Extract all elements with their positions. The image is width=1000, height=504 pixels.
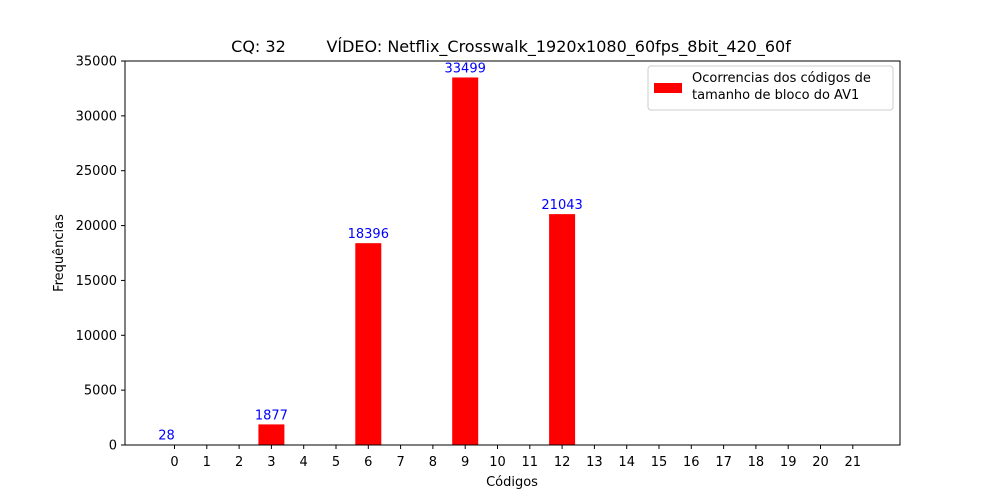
x-tick-label: 18 <box>748 455 765 470</box>
y-tick-label: 25000 <box>76 164 117 179</box>
x-tick-label: 8 <box>429 455 437 470</box>
x-tick-label: 10 <box>489 455 506 470</box>
x-tick-label: 6 <box>364 455 372 470</box>
x-tick-label: 13 <box>586 455 603 470</box>
chart-title: CQ: 32 VÍDEO: Netflix_Crosswalk_1920x108… <box>231 37 791 57</box>
x-axis-label: Códigos <box>486 475 538 490</box>
y-tick-label: 15000 <box>76 274 117 289</box>
y-axis-ticks: 0 5000 10000 15000 20000 25000 30000 35000 <box>76 55 125 454</box>
bar-6 <box>355 243 381 445</box>
x-tick-label: 12 <box>554 455 571 470</box>
x-tick-label: 7 <box>396 455 404 470</box>
y-tick-label: 35000 <box>76 55 117 70</box>
bar-9 <box>452 77 478 445</box>
y-tick-label: 5000 <box>84 384 117 399</box>
x-tick-label: 3 <box>267 455 275 470</box>
y-tick-label: 30000 <box>76 109 117 124</box>
x-tick-label: 11 <box>522 455 539 470</box>
y-axis-label: Frequências <box>52 214 67 292</box>
x-tick-label: 17 <box>715 455 732 470</box>
data-label-0: 28 <box>158 429 175 444</box>
bars-group <box>162 77 576 445</box>
legend-swatch <box>654 83 682 93</box>
data-label-3: 1877 <box>255 408 288 423</box>
data-label-6: 18396 <box>348 227 389 242</box>
bar-12 <box>549 214 575 445</box>
bar-3 <box>258 424 284 445</box>
y-tick-label: 10000 <box>76 329 117 344</box>
y-tick-label: 20000 <box>76 219 117 234</box>
x-tick-label: 15 <box>651 455 668 470</box>
x-tick-label: 4 <box>300 455 308 470</box>
x-tick-label: 14 <box>618 455 635 470</box>
y-tick-label: 0 <box>109 439 117 454</box>
x-tick-label: 9 <box>461 455 469 470</box>
x-tick-label: 2 <box>235 455 243 470</box>
x-tick-label: 21 <box>845 455 862 470</box>
x-tick-label: 0 <box>170 455 178 470</box>
x-tick-label: 19 <box>780 455 797 470</box>
data-label-9: 33499 <box>445 61 486 76</box>
x-tick-label: 5 <box>332 455 340 470</box>
x-tick-label: 1 <box>203 455 211 470</box>
data-label-12: 21043 <box>541 198 582 213</box>
x-tick-label: 16 <box>683 455 700 470</box>
x-tick-label: 20 <box>812 455 829 470</box>
plot-area-frame <box>125 61 900 445</box>
